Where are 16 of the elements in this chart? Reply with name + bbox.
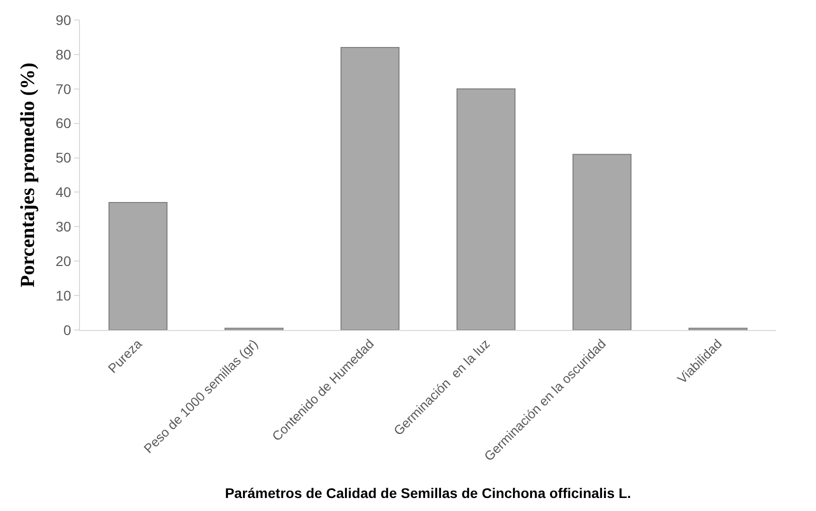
x-axis-title: Parámetros de Calidad de Semillas de Cinchona officinalis L. <box>224 485 632 502</box>
y-tick-label: 60 <box>56 115 72 132</box>
y-tick-label: 40 <box>56 184 72 200</box>
bar <box>108 202 168 330</box>
bar <box>572 154 632 330</box>
y-tick-label: 50 <box>56 150 72 166</box>
y-tick-label: 20 <box>56 253 72 270</box>
bar <box>456 88 516 330</box>
y-tick-label: 10 <box>56 287 72 304</box>
y-axis-title: Porcentajes promedio (%) <box>17 62 40 288</box>
y-tick-label: 80 <box>56 46 72 62</box>
y-tick-label: 70 <box>56 80 72 97</box>
bar <box>340 47 400 330</box>
y-tick-label: 0 <box>63 322 72 338</box>
y-tick-label: 30 <box>56 218 72 235</box>
y-tick-label: 90 <box>56 12 72 28</box>
